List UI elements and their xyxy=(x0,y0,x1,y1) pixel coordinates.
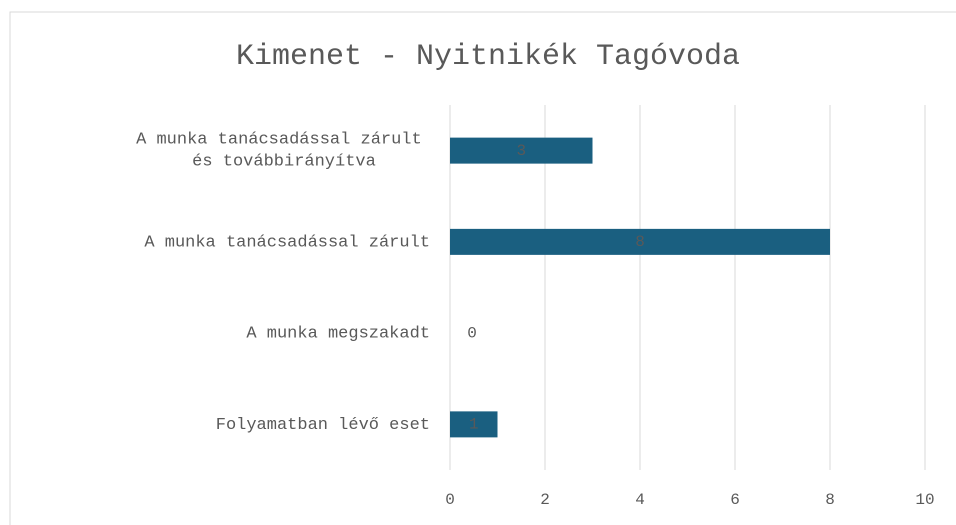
bar xyxy=(450,137,593,164)
x-tick-label: 2 xyxy=(540,491,550,509)
x-tick-label: 0 xyxy=(445,491,455,509)
data-label: 8 xyxy=(635,233,645,251)
y-tick-label: Folyamatban lévő eset xyxy=(216,416,430,435)
x-tick-label: 8 xyxy=(825,491,835,509)
bar xyxy=(450,411,498,438)
chart-frame xyxy=(9,11,956,525)
y-tick-label: A munka tanácsadással zárult xyxy=(144,233,430,252)
x-tick-label: 10 xyxy=(915,491,934,509)
x-tick-label: 4 xyxy=(635,491,645,509)
y-tick-label: A munka megszakadt xyxy=(246,325,430,344)
y-tick-label: A munka tanácsadással zárult és továbbir… xyxy=(136,131,432,172)
data-label: 0 xyxy=(467,324,477,342)
x-tick-label: 6 xyxy=(730,491,740,509)
data-label: 1 xyxy=(469,416,479,434)
chart-title: Kimenet - Nyitnikék Tagóvoda xyxy=(236,40,740,74)
data-label: 3 xyxy=(516,142,526,160)
bar xyxy=(450,228,830,255)
